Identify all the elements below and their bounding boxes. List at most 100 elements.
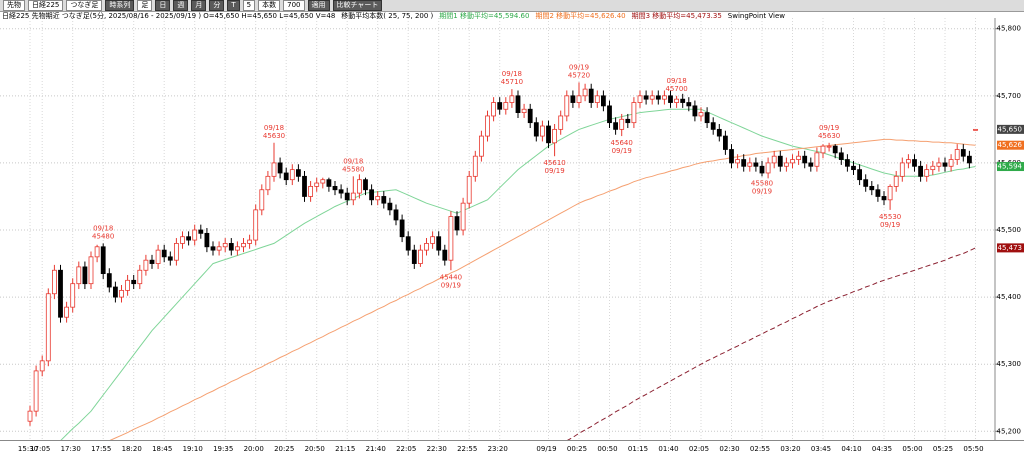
x-tick-label: 20:50 <box>305 445 325 453</box>
candle-body <box>698 112 704 117</box>
candle-body <box>106 273 112 288</box>
x-tick-label: 18:45 <box>152 445 172 453</box>
candle-body <box>289 169 295 181</box>
y-tick-label: 45,400 <box>997 293 1022 301</box>
candle-body <box>832 145 838 154</box>
count-label: 本数 <box>258 0 281 11</box>
x-tick-label: 19:35 <box>213 445 233 453</box>
candle-body <box>173 243 179 261</box>
candle-body <box>344 192 350 201</box>
candle-body <box>753 162 759 167</box>
candle-body <box>472 155 478 177</box>
candle-body <box>283 172 289 181</box>
x-tick-label: 00:25 <box>567 445 587 453</box>
candle-body <box>863 179 869 187</box>
candle-body <box>210 246 216 251</box>
candle-body <box>405 236 411 251</box>
candle-body <box>552 128 557 144</box>
candle-body <box>662 95 667 100</box>
candle-body <box>790 159 795 164</box>
candle-body <box>320 179 326 184</box>
candle-body <box>485 115 490 137</box>
candle-body <box>417 249 423 264</box>
tick-button[interactable]: T <box>227 0 240 11</box>
candle-body <box>308 185 314 197</box>
candle-body <box>686 102 692 107</box>
apply-button[interactable]: 適用 <box>307 0 330 11</box>
monthly-button[interactable]: 月 <box>191 0 207 11</box>
mode-button[interactable]: 時系列 <box>105 0 135 11</box>
annotation-value: 45440 <box>440 273 462 281</box>
x-tick-label: 23:20 <box>488 445 508 453</box>
x-tick-label: 02:55 <box>750 445 770 453</box>
x-tick-label: 03:20 <box>780 445 800 453</box>
compare-button[interactable]: 比較チャート <box>332 0 383 11</box>
candle-body <box>113 286 118 298</box>
candle-body <box>295 169 301 177</box>
candle-body <box>643 95 649 100</box>
annotation-date: 09/19 <box>880 221 900 229</box>
candle-body <box>637 95 643 103</box>
annotation-value: 45630 <box>818 132 840 140</box>
candle-body <box>247 239 253 244</box>
candle-body <box>448 216 454 261</box>
candle-body <box>204 232 210 248</box>
ma-last-label: 45,473 <box>998 244 1023 252</box>
x-tick-label: 18:20 <box>122 445 142 453</box>
candle-body <box>454 216 460 231</box>
minute-button[interactable]: 分 <box>209 0 225 11</box>
candle-body <box>52 269 57 295</box>
candle-body <box>460 202 466 231</box>
annotation-date: 09/19 <box>545 167 565 175</box>
count-input[interactable]: 700 <box>283 0 305 11</box>
candle-body <box>588 88 594 103</box>
candle-body <box>515 95 521 113</box>
candle-body <box>899 162 905 177</box>
candle-body <box>777 155 783 167</box>
candle-body <box>387 202 393 211</box>
candle-body <box>363 179 368 191</box>
candle-body <box>198 229 204 234</box>
daily-button[interactable]: 日 <box>155 0 171 11</box>
x-tick-label: 22:55 <box>457 445 477 453</box>
candle-body <box>375 196 381 201</box>
candle-body <box>161 249 167 258</box>
interval-select[interactable]: 5 <box>242 0 256 11</box>
candle-body <box>967 155 972 164</box>
candle-body <box>601 95 606 107</box>
candle-body <box>558 115 564 130</box>
candle-body <box>893 175 899 187</box>
candle-body <box>33 370 39 412</box>
candle-body <box>887 185 893 201</box>
candle-body <box>747 162 753 167</box>
candle-body <box>710 122 716 130</box>
y-tick-label: 45,300 <box>997 360 1022 368</box>
candle-body <box>442 249 448 261</box>
annotation-date: 09/19 <box>819 124 839 132</box>
candle-body <box>186 236 192 241</box>
candle-body <box>27 410 33 422</box>
candle-body <box>533 122 539 137</box>
candle-body <box>491 102 497 117</box>
candle-body <box>70 283 76 308</box>
candle-body <box>88 256 94 285</box>
candle-body <box>497 102 503 110</box>
symbol-select[interactable]: 日経225 <box>28 0 64 11</box>
x-tick-label: 04:10 <box>841 445 861 453</box>
series-select[interactable]: つなぎ足 <box>66 0 103 11</box>
x-tick-label: 17:30 <box>61 445 81 453</box>
candle-body <box>393 209 399 221</box>
candle-body <box>625 118 631 124</box>
market-select[interactable]: 先物 <box>3 0 25 11</box>
candle-body <box>564 95 570 117</box>
candle-body <box>411 249 417 264</box>
candle-body <box>875 189 881 197</box>
candle-body <box>912 159 917 167</box>
annotation-date: 09/19 <box>612 147 632 155</box>
weekly-button[interactable]: 週 <box>173 0 189 11</box>
x-tick-label: 09/19 <box>536 445 556 453</box>
bar-label: 足 <box>137 0 153 11</box>
candle-body <box>942 162 948 167</box>
candle-body <box>613 122 618 130</box>
x-tick-label: 15:30 <box>18 445 38 453</box>
